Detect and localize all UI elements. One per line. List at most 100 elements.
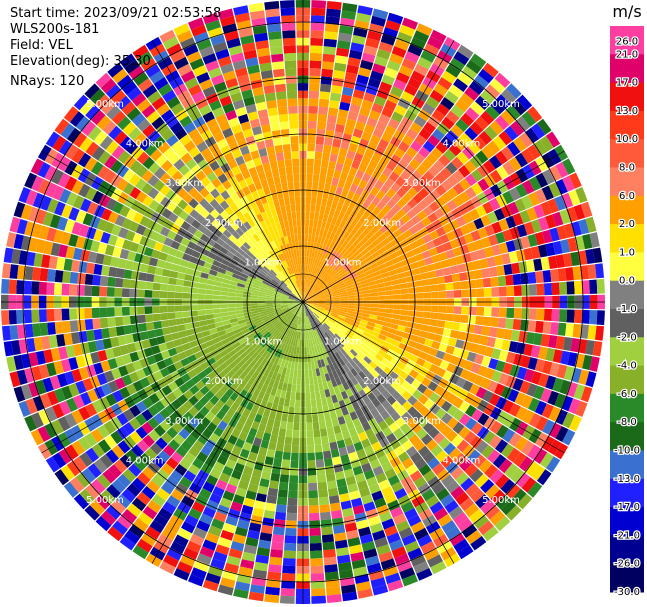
range-gate <box>375 404 386 414</box>
range-gate <box>269 38 283 48</box>
range-gate <box>105 505 122 520</box>
range-gate <box>323 309 332 314</box>
range-gate <box>95 516 112 532</box>
range-gate <box>305 309 309 317</box>
range-gate <box>316 466 326 476</box>
range-gate <box>227 434 238 445</box>
range-gate <box>267 287 276 292</box>
range-gate <box>317 304 326 308</box>
range-gate <box>300 302 303 310</box>
range-gate <box>414 280 423 287</box>
range-gate <box>201 266 211 274</box>
range-gate <box>359 106 371 117</box>
range-gate <box>458 165 471 178</box>
range-gate <box>384 493 397 505</box>
range-gate <box>258 539 271 549</box>
range-gate <box>100 99 116 115</box>
range-gate <box>151 345 161 355</box>
range-gate <box>502 399 514 414</box>
colorbar-tick-label: 0.0 <box>619 276 635 287</box>
range-gate <box>270 208 278 217</box>
range-gate <box>452 347 463 358</box>
range-gate <box>330 146 340 156</box>
range-gate <box>357 5 373 16</box>
range-gate <box>563 366 575 381</box>
range-gate <box>212 106 225 118</box>
range-gate <box>234 376 244 386</box>
range-gate <box>250 295 259 299</box>
range-gate <box>533 448 548 464</box>
range-gate <box>215 544 230 556</box>
range-gate <box>319 205 326 214</box>
range-gate <box>427 325 437 334</box>
range-gate <box>314 311 321 317</box>
range-gate <box>318 343 324 352</box>
range-gate <box>433 83 448 97</box>
range-gate <box>284 159 293 168</box>
range-gate <box>528 308 537 320</box>
range-gate <box>376 200 387 210</box>
range-gate <box>360 316 369 322</box>
range-gate <box>523 221 535 236</box>
range-gate <box>390 357 400 366</box>
range-gate <box>193 527 208 539</box>
range-gate <box>361 541 376 552</box>
range-gate <box>344 252 353 261</box>
range-gate <box>330 313 338 319</box>
range-gate <box>245 250 254 258</box>
range-ring-label: 1.00km <box>244 337 282 348</box>
range-gate <box>504 125 519 141</box>
range-gate <box>435 367 446 378</box>
range-gate <box>31 412 44 429</box>
range-gate <box>258 55 271 65</box>
range-gate <box>262 77 274 87</box>
range-gate <box>305 377 310 385</box>
range-gate <box>160 320 170 328</box>
range-gate <box>299 309 302 317</box>
range-gate <box>282 37 296 46</box>
range-gate <box>332 361 339 371</box>
range-gate <box>352 282 361 287</box>
range-gate <box>119 136 133 150</box>
colorbar-tick-label: 1.0 <box>619 247 635 258</box>
range-gate <box>306 158 314 167</box>
range-gate <box>307 467 317 476</box>
range-gate <box>183 204 194 215</box>
range-gate <box>332 261 340 270</box>
range-gate <box>306 272 309 280</box>
range-gate <box>11 248 21 264</box>
range-gate <box>379 224 389 234</box>
range-gate <box>275 310 283 315</box>
range-gate <box>203 335 213 343</box>
range-gate <box>168 212 179 223</box>
range-gate <box>303 294 305 302</box>
range-gate <box>273 76 286 85</box>
range-gate <box>392 284 401 290</box>
range-gate <box>421 433 433 446</box>
range-gate <box>286 312 293 319</box>
range-gate <box>135 224 147 236</box>
range-gate <box>323 450 332 460</box>
range-gate <box>426 263 436 272</box>
range-gate <box>331 177 340 187</box>
range-gate <box>327 114 337 124</box>
range-gate <box>461 289 469 298</box>
range-gate <box>545 214 557 229</box>
range-gate <box>294 339 298 347</box>
range-gate <box>227 292 236 297</box>
range-gate <box>329 240 336 249</box>
range-gate <box>481 444 495 459</box>
range-gate <box>263 85 275 95</box>
range-gate <box>430 29 447 43</box>
range-gate <box>296 384 301 393</box>
range-gate <box>87 341 98 353</box>
range-gate <box>287 300 296 302</box>
range-gate <box>363 386 372 396</box>
range-gate <box>146 355 157 366</box>
range-gate <box>516 224 528 238</box>
range-gate <box>285 311 292 317</box>
range-gate <box>363 501 376 512</box>
range-gate <box>104 348 115 360</box>
range-gate <box>589 232 600 248</box>
range-gate <box>251 468 263 479</box>
